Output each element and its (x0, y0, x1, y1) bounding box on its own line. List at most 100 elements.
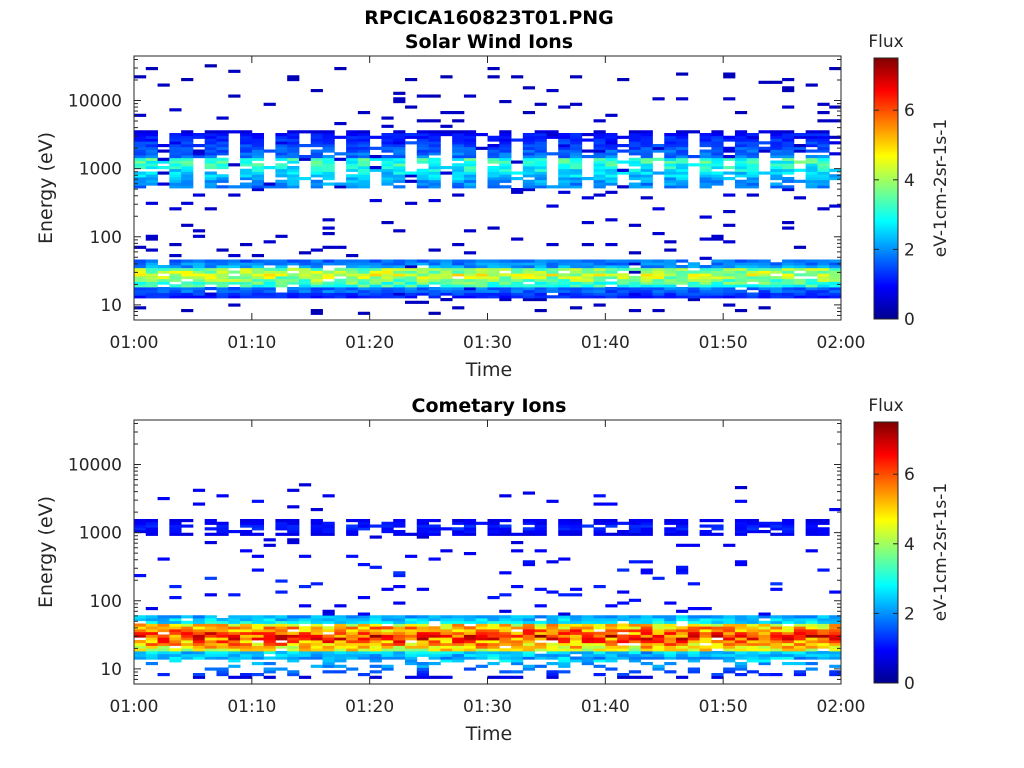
spectrogram-cell (711, 629, 724, 633)
spectrogram-cell (204, 656, 217, 660)
spectrogram-cell (758, 262, 771, 266)
spectrogram-cell (381, 265, 394, 269)
spectrogram-cell (817, 637, 830, 641)
spectrogram-cell (192, 234, 206, 238)
spectrogram-cell (758, 673, 771, 677)
spectrogram-cell (381, 521, 394, 525)
spectrogram-cell (440, 656, 453, 660)
spectrogram-cell (499, 289, 512, 293)
spectrogram-cell (746, 659, 759, 663)
spectrogram-cell (746, 653, 759, 657)
spectrogram-cell (393, 100, 406, 104)
spectrogram-cell (216, 629, 229, 633)
spectrogram-cell (463, 185, 477, 189)
spectrogram-cell (216, 179, 229, 183)
spectrogram-cell (204, 626, 217, 630)
spectrogram-cell (157, 83, 170, 87)
spectrogram-cell (805, 182, 818, 186)
spectrogram-cell (181, 133, 194, 137)
spectrogram-cell (228, 651, 241, 655)
spectrogram-cell (145, 656, 158, 660)
spectrogram-cell (463, 267, 477, 271)
spectrogram-cell (405, 634, 418, 638)
spectrogram-cell (782, 259, 795, 263)
spectrogram-cell (416, 171, 429, 175)
spectrogram-cell (204, 521, 217, 525)
spectrogram-cell (452, 144, 465, 148)
spectrogram-cell (723, 648, 736, 652)
spectrogram-cell (487, 168, 500, 172)
spectrogram-cell (169, 149, 182, 153)
spectrogram-cell (405, 265, 418, 269)
spectrogram-cell (628, 157, 642, 161)
spectrogram-cell (522, 295, 536, 299)
spectrogram-cell (711, 527, 724, 531)
spectrogram-cell (534, 278, 547, 282)
spectrogram-cell (145, 152, 158, 156)
spectrogram-cell (664, 637, 677, 641)
spectrogram-cell (452, 281, 465, 285)
spectrogram-cell (581, 626, 594, 630)
spectrogram-cell (593, 519, 606, 523)
spectrogram-cell (499, 130, 512, 134)
spectrogram-cell (522, 265, 536, 269)
spectrogram-cell (805, 292, 818, 296)
spectrogram-cell (322, 141, 335, 145)
spectrogram-cell (251, 138, 265, 142)
spectrogram-cell (169, 133, 182, 137)
spectrogram-cell (416, 185, 429, 189)
spectrogram-cell (546, 284, 559, 288)
spectrogram-cell (393, 133, 406, 137)
spectrogram-cell (275, 234, 288, 238)
spectrogram-cell (251, 149, 265, 153)
spectrogram-cell (322, 609, 335, 613)
spectrogram-cell (428, 265, 441, 269)
spectrogram-cell (452, 527, 465, 531)
spectrogram-cell (617, 273, 630, 277)
spectrogram-cell (240, 171, 253, 175)
spectrogram-cell (228, 130, 241, 134)
spectrogram-cell (664, 262, 677, 266)
spectrogram-cell (310, 620, 323, 624)
spectrogram-cell (558, 278, 571, 282)
spectrogram-cell (817, 519, 830, 523)
spectrogram-cell (817, 527, 830, 531)
spectrogram-cell (487, 521, 500, 525)
spectrogram-cell (228, 640, 241, 644)
spectrogram-cell (699, 532, 712, 536)
spectrogram-cell (734, 135, 748, 139)
spectrogram-cell (228, 631, 241, 635)
spectrogram-cell (192, 626, 206, 630)
spectrogram-cell (216, 494, 229, 498)
spectrogram-cell (487, 527, 500, 531)
spectrogram-cell (640, 262, 653, 266)
spectrogram-cell (298, 251, 312, 255)
spectrogram-cell (628, 292, 642, 296)
spectrogram-cell (240, 629, 253, 633)
spectrogram-cell (298, 278, 312, 282)
spectrogram-cell (664, 651, 677, 655)
spectrogram-cell (145, 284, 158, 288)
spectrogram-cell (228, 281, 241, 285)
spectrogram-cell (251, 135, 265, 139)
spectrogram-cell (628, 281, 642, 285)
spectrogram-cell (534, 155, 547, 159)
spectrogram-cell (169, 524, 182, 528)
spectrogram-cell (393, 152, 406, 156)
spectrogram-cell (522, 642, 536, 646)
spectrogram-cell (522, 163, 536, 167)
spectrogram-cell (428, 179, 441, 183)
spectrogram-cell (310, 295, 323, 299)
spectrogram-cell (534, 642, 547, 646)
spectrogram-cell (204, 179, 217, 183)
spectrogram-cell (558, 664, 571, 668)
spectrogram-cell (617, 629, 630, 633)
spectrogram-cell (287, 653, 300, 657)
spectrogram-cell (640, 179, 653, 183)
spectrogram-cell (216, 623, 229, 627)
spectrogram-cell (181, 656, 194, 660)
spectrogram-cell (676, 656, 689, 660)
spectrogram-cell (652, 645, 665, 649)
spectrogram-cell (346, 623, 359, 627)
spectrogram-cell (569, 530, 583, 534)
